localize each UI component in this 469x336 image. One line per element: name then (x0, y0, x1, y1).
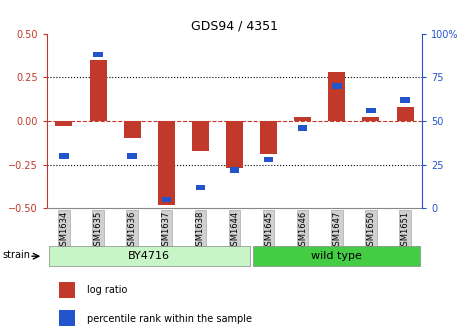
Bar (396, 107, 414, 121)
Text: percentile rank within the sample: percentile rank within the sample (87, 314, 252, 324)
Bar (298, 125, 308, 131)
Text: strain: strain (2, 250, 30, 260)
Bar (400, 97, 410, 102)
Bar (59, 153, 69, 159)
Bar (90, 60, 106, 121)
Bar (332, 83, 341, 89)
Text: BY4716: BY4716 (128, 251, 170, 261)
Bar (161, 197, 171, 202)
Bar (158, 121, 175, 205)
Bar (226, 121, 243, 168)
Bar (366, 108, 376, 113)
Bar (55, 121, 73, 126)
Text: wild type: wild type (311, 251, 362, 261)
Bar (196, 185, 205, 190)
Bar (192, 121, 209, 151)
Bar (260, 121, 277, 154)
FancyBboxPatch shape (49, 246, 250, 266)
Bar (124, 121, 141, 138)
Bar (128, 153, 137, 159)
Bar (363, 118, 379, 121)
Bar (93, 52, 103, 57)
Title: GDS94 / 4351: GDS94 / 4351 (191, 19, 278, 33)
Bar (328, 72, 345, 121)
Bar (264, 157, 273, 162)
Bar (230, 167, 239, 172)
Bar (59, 310, 75, 327)
Text: log ratio: log ratio (87, 285, 127, 295)
Bar (59, 282, 75, 298)
FancyBboxPatch shape (253, 246, 420, 266)
Bar (294, 118, 311, 121)
